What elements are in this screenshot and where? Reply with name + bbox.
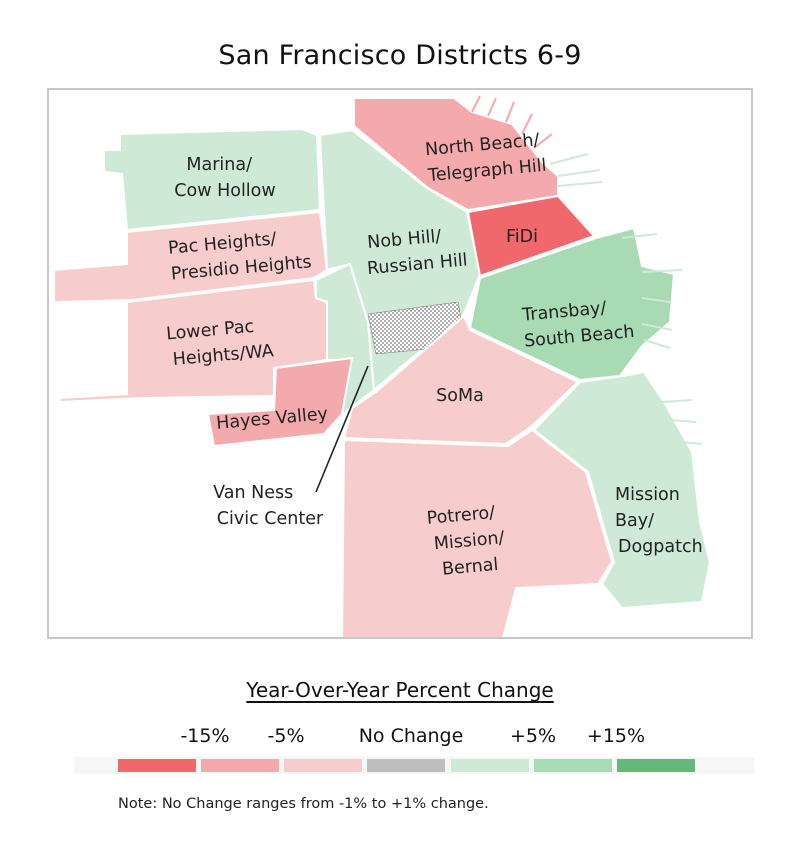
legend-title-text: Year-Over-Year Percent Change (246, 678, 554, 702)
label-marina: Marina/ Cow Hollow (174, 155, 275, 201)
map-frame: Marina/ Cow Hollow Pac Heights/ Presidio… (47, 88, 753, 639)
district-transbay[interactable] (468, 226, 676, 382)
label-soma: SoMa (436, 386, 484, 406)
district-soma[interactable] (342, 314, 580, 446)
district-north-beach[interactable] (353, 97, 559, 212)
district-hayes-valley[interactable] (206, 356, 354, 448)
van-ness-leader-line (315, 365, 369, 493)
district-map: Marina/ Cow Hollow Pac Heights/ Presidio… (53, 95, 712, 639)
legend-tick-neg15: -15% (180, 725, 230, 747)
label-fidi: FiDi (506, 227, 538, 247)
legend-tick-neg5: -5% (267, 725, 305, 747)
district-pac-heights[interactable] (53, 210, 329, 304)
legend-swatch-neg5 (201, 759, 279, 772)
legend-tick-no-change: No Change (358, 725, 464, 747)
district-fidi[interactable] (466, 194, 596, 278)
piers-north (471, 95, 553, 149)
legend-tick-pos5: +5% (509, 725, 557, 747)
label-potrero: Potrero/ Mission/ Bernal (426, 502, 513, 581)
legend-swatch-pos5 (534, 759, 612, 772)
legend-swatch-none (367, 759, 445, 772)
map-title: San Francisco Districts 6-9 (218, 40, 582, 71)
label-van-ness: Van Ness Civic Center (213, 483, 324, 529)
legend-tick-pos15: +15% (586, 725, 646, 747)
district-marina[interactable] (103, 127, 322, 232)
district-mission-bay[interactable] (532, 370, 712, 610)
label-mission-bay: Mission Bay/ Dogpatch (615, 485, 703, 557)
piers (549, 153, 703, 445)
legend-swatch-neg15 (118, 759, 196, 772)
district-potrero[interactable] (341, 428, 614, 639)
legend-note: Note: No Change ranges from -1% to +1% c… (118, 796, 489, 812)
legend-swatch-pos1 (451, 759, 529, 772)
legend-title: Year-Over-Year Percent Change (0, 678, 800, 702)
legend-swatch-pos15 (617, 759, 695, 772)
legend-swatch-neg1 (284, 759, 362, 772)
